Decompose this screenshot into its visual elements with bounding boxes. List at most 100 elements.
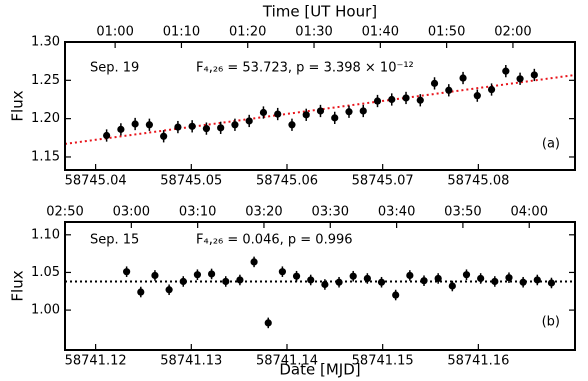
data-point — [179, 277, 187, 286]
data-point — [345, 108, 353, 116]
x2-tick-label: 04:00 — [511, 205, 548, 220]
x2-tick-label: 03:10 — [179, 205, 216, 220]
x2-tick-label: 01:10 — [163, 25, 200, 40]
data-point — [530, 71, 538, 79]
data-point — [445, 86, 453, 94]
data-point — [373, 97, 382, 105]
x2-tick-label: 01:00 — [96, 25, 133, 40]
x2-axis-label: Time [UT Hour] — [262, 3, 377, 21]
y-axis-label: Flux — [9, 90, 27, 121]
x-tick-label: 58745.05 — [160, 174, 222, 189]
x-tick-label: 58741.16 — [447, 354, 509, 369]
data-point — [160, 132, 168, 140]
x2-tick-label: 01:50 — [428, 25, 465, 40]
data-point — [516, 75, 524, 83]
data-point — [103, 131, 111, 140]
data-point — [420, 277, 428, 285]
x2-tick-label: 01:40 — [362, 25, 399, 40]
x2-tick-label: 03:30 — [312, 205, 349, 220]
data-point — [331, 114, 339, 122]
plot-frame — [64, 41, 576, 171]
data-point — [392, 291, 400, 299]
data-point — [217, 124, 225, 132]
data-point — [245, 117, 253, 125]
x-tick-label: 58741.12 — [65, 354, 127, 369]
y-axis-label: Flux — [9, 270, 27, 301]
data-point — [259, 108, 268, 117]
data-point — [519, 278, 527, 286]
fit-line — [64, 73, 576, 145]
y-tick-label: 1.10 — [31, 227, 60, 242]
data-point — [335, 278, 343, 286]
data-point — [288, 121, 296, 129]
x-tick-label: 58745.04 — [65, 174, 127, 189]
data-point — [278, 268, 286, 276]
y-tick-label: 1.25 — [31, 73, 60, 88]
annotation: F₄,₂₆ = 53.723, p = 3.398 × 10⁻¹² — [196, 61, 414, 76]
data-point — [502, 67, 510, 75]
annotation: Sep. 19 — [90, 61, 139, 76]
annotation: (b) — [542, 315, 560, 330]
data-point — [363, 274, 371, 283]
y-tick-label: 1.00 — [31, 303, 60, 318]
data-point — [388, 95, 396, 104]
x-tick-label: 58741.15 — [352, 354, 414, 369]
data-point — [231, 121, 239, 129]
data-point — [491, 277, 499, 286]
data-point — [402, 94, 410, 102]
data-point — [473, 92, 481, 100]
data-point — [533, 276, 541, 284]
data-point — [477, 274, 485, 283]
data-point — [236, 276, 244, 284]
x2-tick-label: 01:30 — [295, 25, 332, 40]
data-point — [406, 271, 414, 280]
data-point — [264, 319, 272, 327]
annotation: (a) — [542, 137, 560, 152]
data-point — [349, 272, 357, 280]
data-point — [416, 96, 424, 104]
x2-tick-label: 01:20 — [229, 25, 266, 40]
plot-frame — [64, 221, 576, 351]
x2-tick-label: 03:50 — [444, 205, 481, 220]
data-point — [505, 274, 513, 282]
x2-tick-label: 03:40 — [378, 205, 415, 220]
x2-tick-label: 03:00 — [113, 205, 150, 220]
data-point — [459, 74, 467, 82]
data-point — [131, 120, 139, 128]
y-tick-label: 1.20 — [31, 111, 60, 126]
data-point — [165, 286, 173, 294]
data-point — [487, 85, 496, 94]
data-point — [250, 258, 258, 266]
data-point — [117, 125, 125, 133]
data-point — [448, 282, 456, 290]
data-point — [193, 271, 202, 279]
y-tick-label: 1.30 — [31, 35, 60, 50]
data-point — [307, 276, 315, 284]
y-tick-label: 1.05 — [31, 265, 60, 280]
data-point — [145, 121, 153, 129]
data-point — [321, 280, 329, 289]
data-point — [188, 122, 196, 130]
x2-tick-label: 03:20 — [245, 205, 282, 220]
annotation: F₄,₂₆ = 0.046, p = 0.996 — [196, 233, 353, 248]
data-point — [137, 288, 145, 296]
x2-tick-label: 02:00 — [494, 25, 531, 40]
x-tick-label: 58745.07 — [352, 174, 414, 189]
data-point — [547, 279, 556, 287]
data-point — [274, 110, 282, 118]
x-axis-label: Date [MJD] — [279, 361, 360, 379]
data-point — [207, 270, 216, 278]
data-point — [434, 274, 442, 283]
data-point — [359, 107, 367, 115]
x-tick-label: 58741.13 — [160, 354, 222, 369]
y-tick-label: 1.15 — [31, 149, 60, 164]
data-point — [316, 107, 325, 115]
data-point — [222, 277, 230, 286]
data-point — [202, 125, 211, 133]
x-tick-label: 58745.08 — [447, 174, 509, 189]
data-point — [377, 278, 386, 286]
x2-tick-label: 02:50 — [46, 205, 83, 220]
annotation: Sep. 15 — [90, 233, 139, 248]
data-point — [462, 271, 471, 279]
